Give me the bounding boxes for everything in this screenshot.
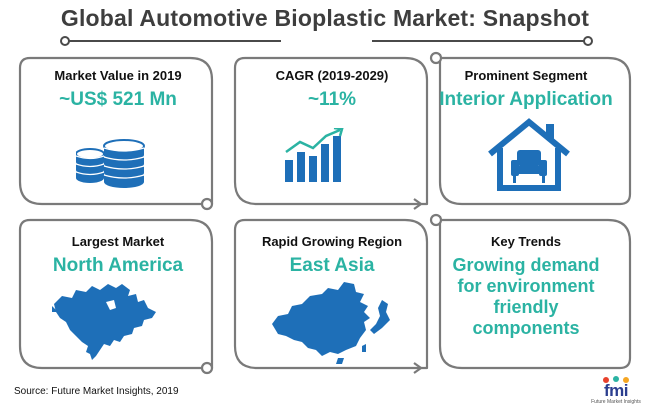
- card-key-trends: Key Trends Growing demand for environmen…: [426, 234, 626, 339]
- card-prominent-segment: Prominent Segment Interior Application: [426, 68, 626, 111]
- prominent-segment-value: Interior Application: [439, 89, 613, 110]
- connector-ring-4: [200, 361, 214, 375]
- logo-subtext: Future Market Insights: [591, 399, 641, 405]
- largest-market-value: North America: [52, 255, 184, 276]
- connector-ring-2: [429, 51, 443, 65]
- source-note: Source: Future Market Insights, 2019: [14, 386, 179, 397]
- card-market-value: Market Value in 2019 ~US$ 521 Mn: [18, 68, 218, 111]
- frame-market-value: [18, 56, 214, 206]
- title-divider-left: [66, 40, 281, 42]
- key-trends-label: Key Trends: [490, 234, 562, 249]
- arrow-head-2: [413, 362, 423, 374]
- fmi-logo: fmi Future Market Insights: [588, 375, 644, 407]
- page-title: Global Automotive Bioplastic Market: Sna…: [60, 5, 590, 31]
- rapid-growing-region-label: Rapid Growing Region: [261, 234, 403, 249]
- title-dot-right: [583, 36, 593, 46]
- market-value-label: Market Value in 2019: [54, 68, 182, 83]
- logo-dots-icon: [603, 376, 629, 383]
- largest-market-label: Largest Market: [71, 234, 165, 249]
- frame-key-trends: [438, 216, 632, 370]
- arrow-head-1: [413, 198, 423, 210]
- key-trends-value: Growing demand for environment friendly …: [452, 255, 600, 338]
- market-value-value: ~US$ 521 Mn: [59, 89, 177, 110]
- coins-stack-icon: [76, 139, 145, 188]
- cagr-label: CAGR (2019-2029): [275, 68, 389, 83]
- connector-ring-1: [200, 197, 214, 211]
- north-america-map-icon: [52, 284, 156, 360]
- card-cagr: CAGR (2019-2029) ~11%: [232, 68, 432, 111]
- cagr-value: ~11%: [307, 89, 357, 110]
- card-largest-market: Largest Market North America: [18, 234, 218, 277]
- growth-bar-chart-icon: [285, 128, 344, 182]
- rapid-growing-region-value: East Asia: [289, 255, 375, 276]
- house-armchair-icon: [488, 118, 570, 191]
- frame-rapid-region: [233, 218, 429, 370]
- card-rapid-growing-region: Rapid Growing Region East Asia: [232, 234, 432, 277]
- logo-text: fmi: [604, 381, 629, 400]
- connector-ring-3: [429, 213, 443, 227]
- title-divider-right: [372, 40, 587, 42]
- frame-cagr: [233, 56, 429, 206]
- frame-largest-market: [18, 218, 214, 370]
- prominent-segment-label: Prominent Segment: [464, 68, 588, 83]
- frame-prominent-segment: [438, 54, 632, 206]
- east-asia-map-icon: [272, 282, 390, 364]
- title-dot-left: [60, 36, 70, 46]
